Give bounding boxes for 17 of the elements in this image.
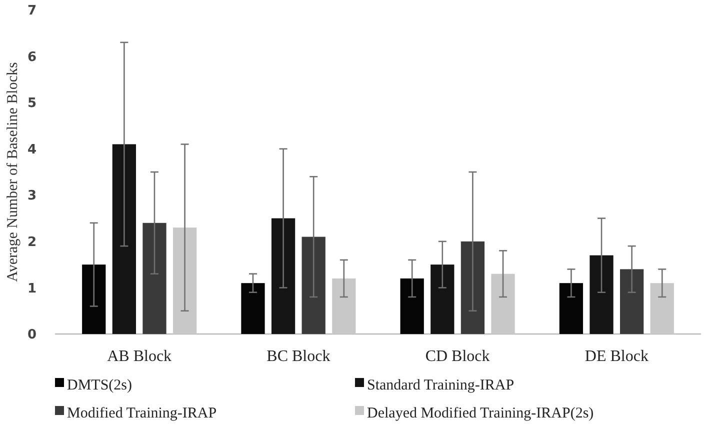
y-tick-label: 4 bbox=[27, 142, 37, 158]
y-tick-label: 7 bbox=[27, 4, 37, 19]
x-tick-label: DE Block bbox=[584, 348, 648, 365]
legend-label: Delayed Modified Training-IRAP(2s) bbox=[367, 405, 594, 422]
y-tick-label: 3 bbox=[27, 188, 37, 204]
legend-label: DMTS(2s) bbox=[67, 377, 132, 394]
y-tick-label: 2 bbox=[27, 234, 37, 250]
y-tick-label: 6 bbox=[27, 50, 37, 65]
legend-label: Standard Training-IRAP bbox=[367, 377, 514, 394]
y-axis-title: Average Number of Baseline Blocks bbox=[5, 62, 21, 282]
y-tick-label: 5 bbox=[27, 96, 37, 112]
x-tick-label: BC Block bbox=[266, 348, 330, 365]
x-tick-label: AB Block bbox=[107, 348, 172, 365]
y-tick-label: 1 bbox=[27, 281, 37, 296]
x-tick-label: CD Block bbox=[425, 348, 490, 365]
y-tick-label: 0 bbox=[27, 328, 37, 343]
legend-label: Modified Training-IRAP bbox=[67, 405, 217, 422]
